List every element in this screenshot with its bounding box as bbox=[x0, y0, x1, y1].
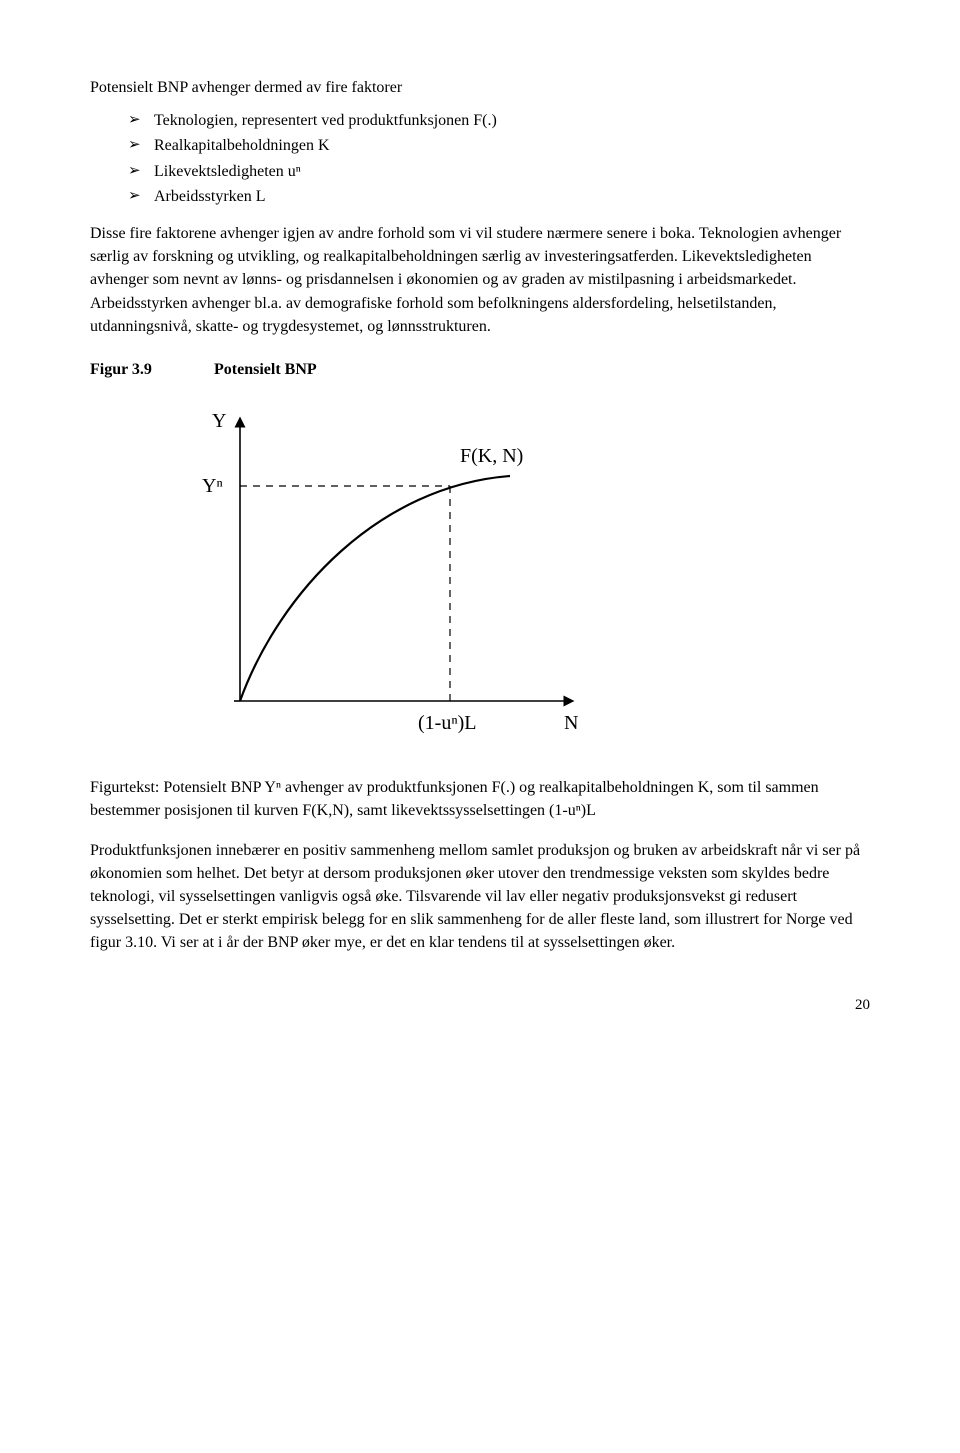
list-item-label: Realkapitalbeholdningen K bbox=[154, 137, 330, 154]
figure-chart: Y Yⁿ F(K, N) (1-uⁿ)L N bbox=[150, 391, 870, 758]
list-item: ➢ Teknologien, representert ved produktf… bbox=[128, 109, 870, 132]
intro-line: Potensielt BNP avhenger dermed av fire f… bbox=[90, 76, 870, 99]
list-item-label: Arbeidsstyrken L bbox=[154, 188, 266, 205]
list-item-label: Teknologien, representert ved produktfun… bbox=[154, 112, 497, 129]
svg-text:N: N bbox=[564, 712, 578, 734]
arrow-icon: ➢ bbox=[128, 110, 141, 132]
list-item: ➢ Arbeidsstyrken L bbox=[128, 185, 870, 208]
page-number: 20 bbox=[90, 995, 870, 1017]
paragraph-1: Disse fire faktorene avhenger igjen av a… bbox=[90, 222, 870, 338]
svg-text:(1-uⁿ)L: (1-uⁿ)L bbox=[418, 712, 477, 734]
arrow-icon: ➢ bbox=[128, 135, 141, 157]
figure-caption: Figur 3.9 Potensielt BNP bbox=[90, 358, 870, 381]
arrow-icon: ➢ bbox=[128, 186, 141, 208]
factor-list: ➢ Teknologien, representert ved produktf… bbox=[90, 109, 870, 208]
list-item: ➢ Likevektsledigheten uⁿ bbox=[128, 160, 870, 183]
list-item-label: Likevektsledigheten uⁿ bbox=[154, 163, 301, 180]
figure-text: Figurtekst: Potensielt BNP Yⁿ avhenger a… bbox=[90, 776, 870, 822]
arrow-icon: ➢ bbox=[128, 161, 141, 183]
figure-title: Potensielt BNP bbox=[214, 361, 317, 378]
figure-number: Figur 3.9 bbox=[90, 358, 210, 381]
list-item: ➢ Realkapitalbeholdningen K bbox=[128, 134, 870, 157]
svg-text:F(K, N): F(K, N) bbox=[460, 445, 523, 467]
paragraph-2: Produktfunksjonen innebærer en positiv s… bbox=[90, 839, 870, 955]
production-function-chart: Y Yⁿ F(K, N) (1-uⁿ)L N bbox=[150, 391, 610, 751]
svg-text:Y: Y bbox=[212, 410, 226, 432]
svg-text:Yⁿ: Yⁿ bbox=[202, 475, 223, 497]
